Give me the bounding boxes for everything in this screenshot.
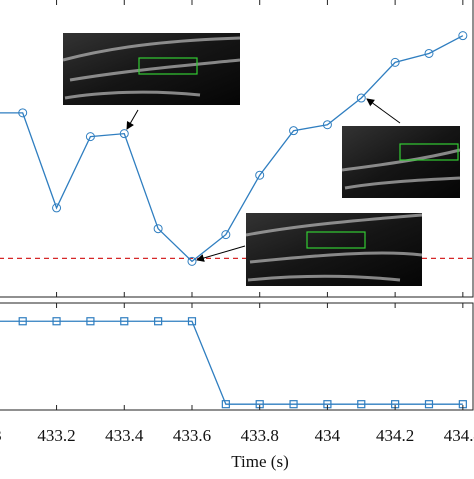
point <box>221 230 231 240</box>
x-axis-label: Time (s) <box>231 452 288 471</box>
inset-images <box>62 33 461 286</box>
point <box>86 317 95 326</box>
x-tick-label: 433 <box>0 426 2 445</box>
x-tick-label: 434.2 <box>376 426 414 445</box>
point <box>153 224 163 234</box>
series-line <box>0 320 463 405</box>
point <box>221 400 230 409</box>
panel <box>0 31 473 266</box>
point <box>357 400 366 409</box>
point <box>289 126 299 136</box>
x-tick-label: 434.4 <box>444 426 474 445</box>
x-tick-label: 433.2 <box>37 426 75 445</box>
point <box>154 317 163 326</box>
point <box>322 120 332 130</box>
x-tick-label: 434 <box>315 426 341 445</box>
point <box>390 57 400 67</box>
panel <box>0 317 467 409</box>
point <box>356 93 366 103</box>
point <box>424 48 434 58</box>
x-tick-label: 433.4 <box>105 426 144 445</box>
point <box>120 317 129 326</box>
point <box>52 317 61 326</box>
point <box>289 400 298 409</box>
x-tick-label: 433.8 <box>241 426 279 445</box>
frames <box>0 0 474 411</box>
x-tick-label: 433.6 <box>173 426 211 445</box>
point <box>187 317 197 326</box>
point <box>255 170 265 180</box>
point <box>424 400 434 409</box>
point <box>187 256 197 266</box>
point <box>18 317 27 326</box>
point <box>458 31 468 41</box>
point <box>18 108 28 118</box>
point <box>52 203 62 213</box>
point <box>85 132 95 142</box>
point <box>119 129 129 139</box>
series-line <box>0 35 464 263</box>
